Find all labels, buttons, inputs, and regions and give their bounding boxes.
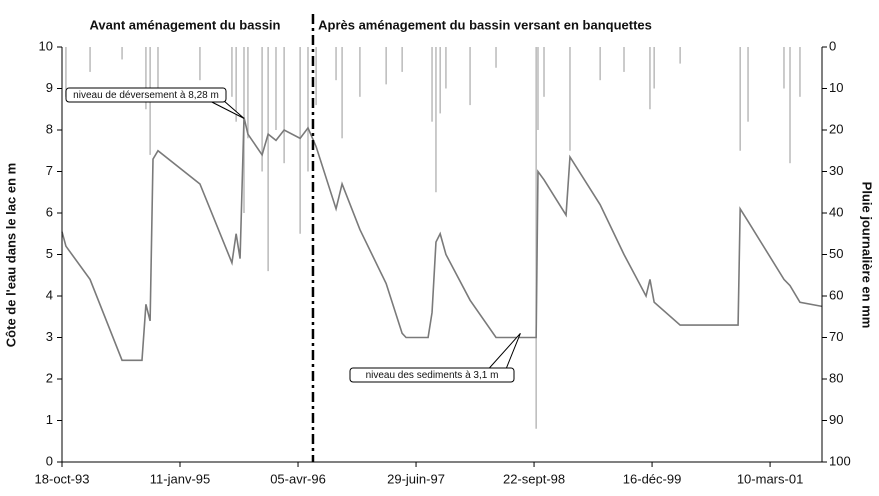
y2-tick-label: 60 <box>829 287 843 302</box>
y2-tick-label: 90 <box>829 412 843 427</box>
y-axis-title: Côte de l'eau dans le lac en m <box>3 163 18 347</box>
y-tick-label: 2 <box>46 370 53 385</box>
y2-axis-title: Pluie journalière en mm <box>860 182 875 329</box>
x-tick-label: 16-déc-99 <box>623 471 682 486</box>
y2-tick-label: 40 <box>829 204 843 219</box>
header-right: Après aménagement du bassin versant en b… <box>318 17 652 32</box>
water-level-line <box>61 117 823 362</box>
callout-text: niveau des sediments à 3,1 m <box>366 370 499 381</box>
x-tick-label: 22-sept-98 <box>503 471 565 486</box>
y-tick-label: 7 <box>46 163 53 178</box>
y2-tick-label: 80 <box>829 370 843 385</box>
y-tick-label: 3 <box>46 329 53 344</box>
callout-text: niveau de déversement à 8,28 m <box>73 90 219 101</box>
y-tick-label: 5 <box>46 246 53 261</box>
x-tick-label: 10-mars-01 <box>737 471 803 486</box>
y-tick-label: 6 <box>46 204 53 219</box>
y2-tick-label: 0 <box>829 38 836 53</box>
y2-tick-label: 100 <box>829 453 851 468</box>
y2-tick-label: 70 <box>829 329 843 344</box>
header-left: Avant aménagement du bassin <box>90 17 281 32</box>
x-tick-label: 05-avr-96 <box>270 471 326 486</box>
y-tick-label: 8 <box>46 121 53 136</box>
callout-pointer <box>483 333 521 375</box>
y-tick-label: 1 <box>46 412 53 427</box>
x-tick-label: 29-juin-97 <box>387 471 445 486</box>
x-tick-label: 11-janv-95 <box>150 471 210 486</box>
callout-box <box>65 87 227 103</box>
y-tick-label: 4 <box>46 287 53 302</box>
y2-tick-label: 10 <box>829 80 843 95</box>
y-tick-label: 10 <box>39 38 53 53</box>
y2-tick-label: 30 <box>829 163 843 178</box>
y2-tick-label: 20 <box>829 121 843 136</box>
y-tick-label: 0 <box>46 453 53 468</box>
y-tick-label: 9 <box>46 80 53 95</box>
y2-tick-label: 50 <box>829 246 843 261</box>
x-tick-label: 18-oct-93 <box>35 471 90 486</box>
callout-box <box>349 367 515 383</box>
